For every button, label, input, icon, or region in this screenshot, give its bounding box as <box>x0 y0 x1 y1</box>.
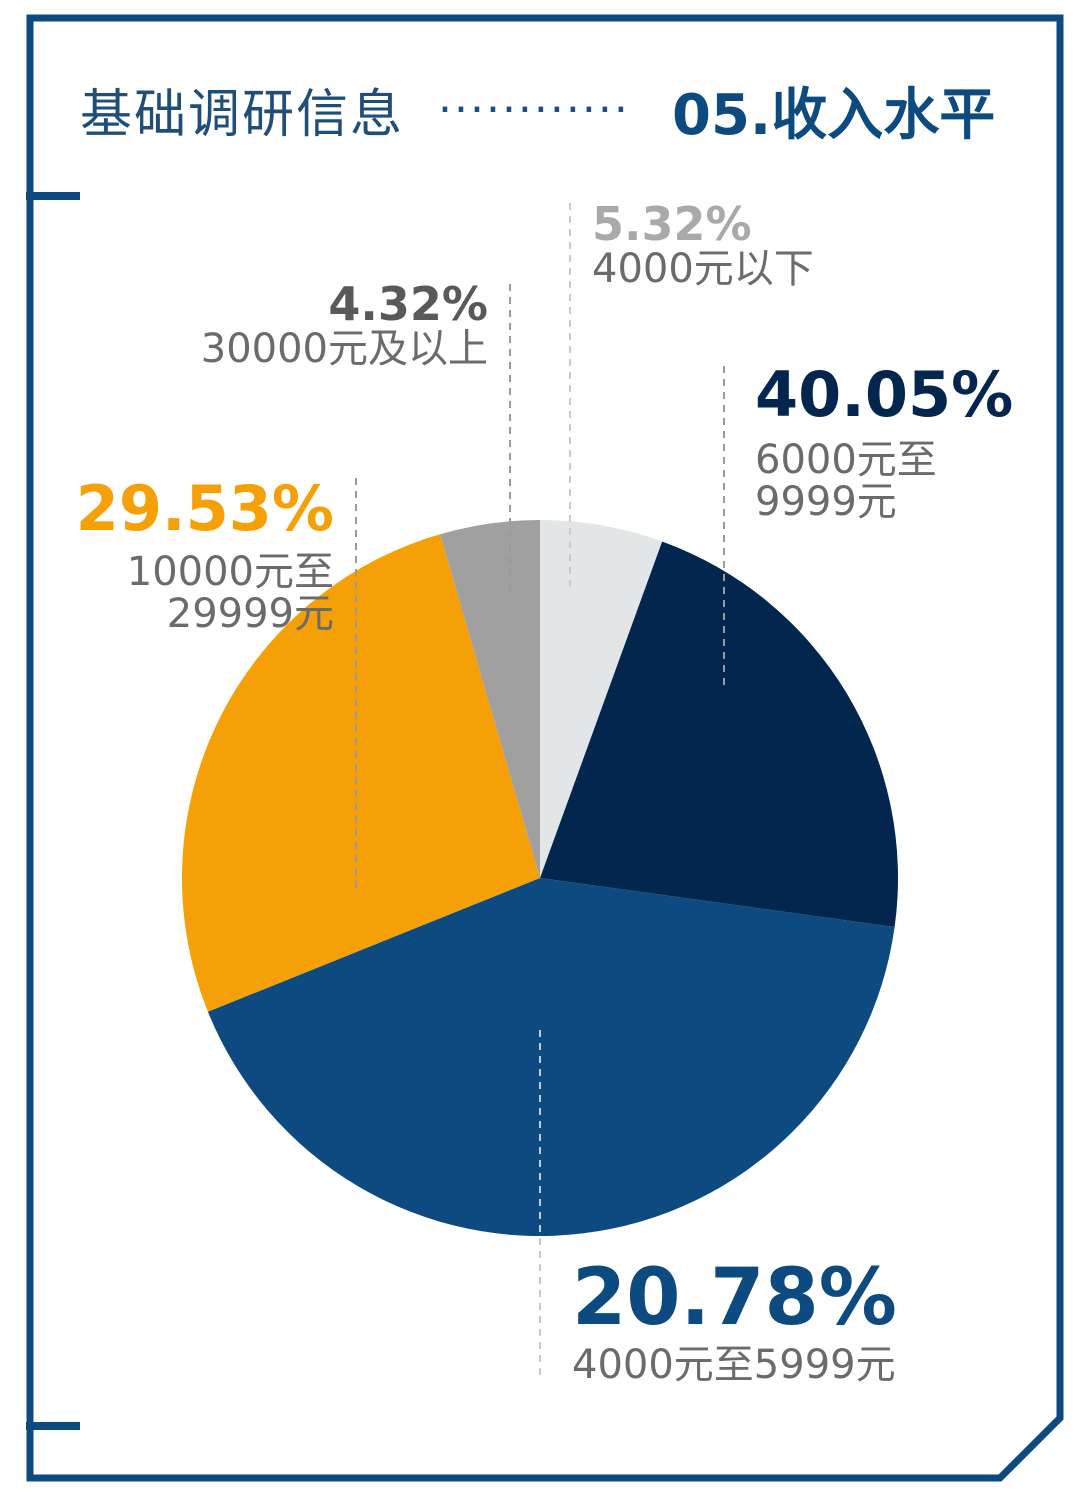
pie-slice <box>181 534 540 1012</box>
slice-percent: 5.32% <box>592 197 752 251</box>
pie-slice <box>207 878 895 1236</box>
header-dots: ............ <box>438 72 630 123</box>
slice-percent: 40.05% <box>755 358 1014 431</box>
slice-category: 30000元及以上 <box>200 326 488 373</box>
slice-percent: 29.53% <box>75 472 334 545</box>
slice-category: 6000元至 <box>755 437 937 484</box>
slice-category: 10000元至 <box>126 549 334 596</box>
slice-category-line2: 9999元 <box>755 479 897 526</box>
slice-percent: 4.32% <box>328 277 488 331</box>
pie-slice <box>440 520 540 878</box>
slice-label-10000-29999: 29.53% 10000元至 29999元 <box>76 476 334 635</box>
slice-category: 4000元以下 <box>592 246 814 293</box>
slice-category: 4000元至5999元 <box>572 1341 896 1388</box>
header-section-title: 05.收入水平 <box>672 83 996 148</box>
slice-label-30000-plus: 4.32% 30000元及以上 <box>200 277 488 373</box>
slice-label-4000-5999: 20.78% 4000元至5999元 <box>572 1253 897 1388</box>
slice-category-line2: 29999元 <box>166 591 334 638</box>
slice-label-6000-9999: 40.05% 6000元至 9999元 <box>755 362 1013 523</box>
pie-slice <box>540 541 898 928</box>
slice-percent: 20.78% <box>572 1253 897 1343</box>
header-title: 基础调研信息 <box>80 85 405 145</box>
slice-label-under-4000: 5.32% 4000元以下 <box>592 197 814 293</box>
pie-slice <box>540 520 663 878</box>
